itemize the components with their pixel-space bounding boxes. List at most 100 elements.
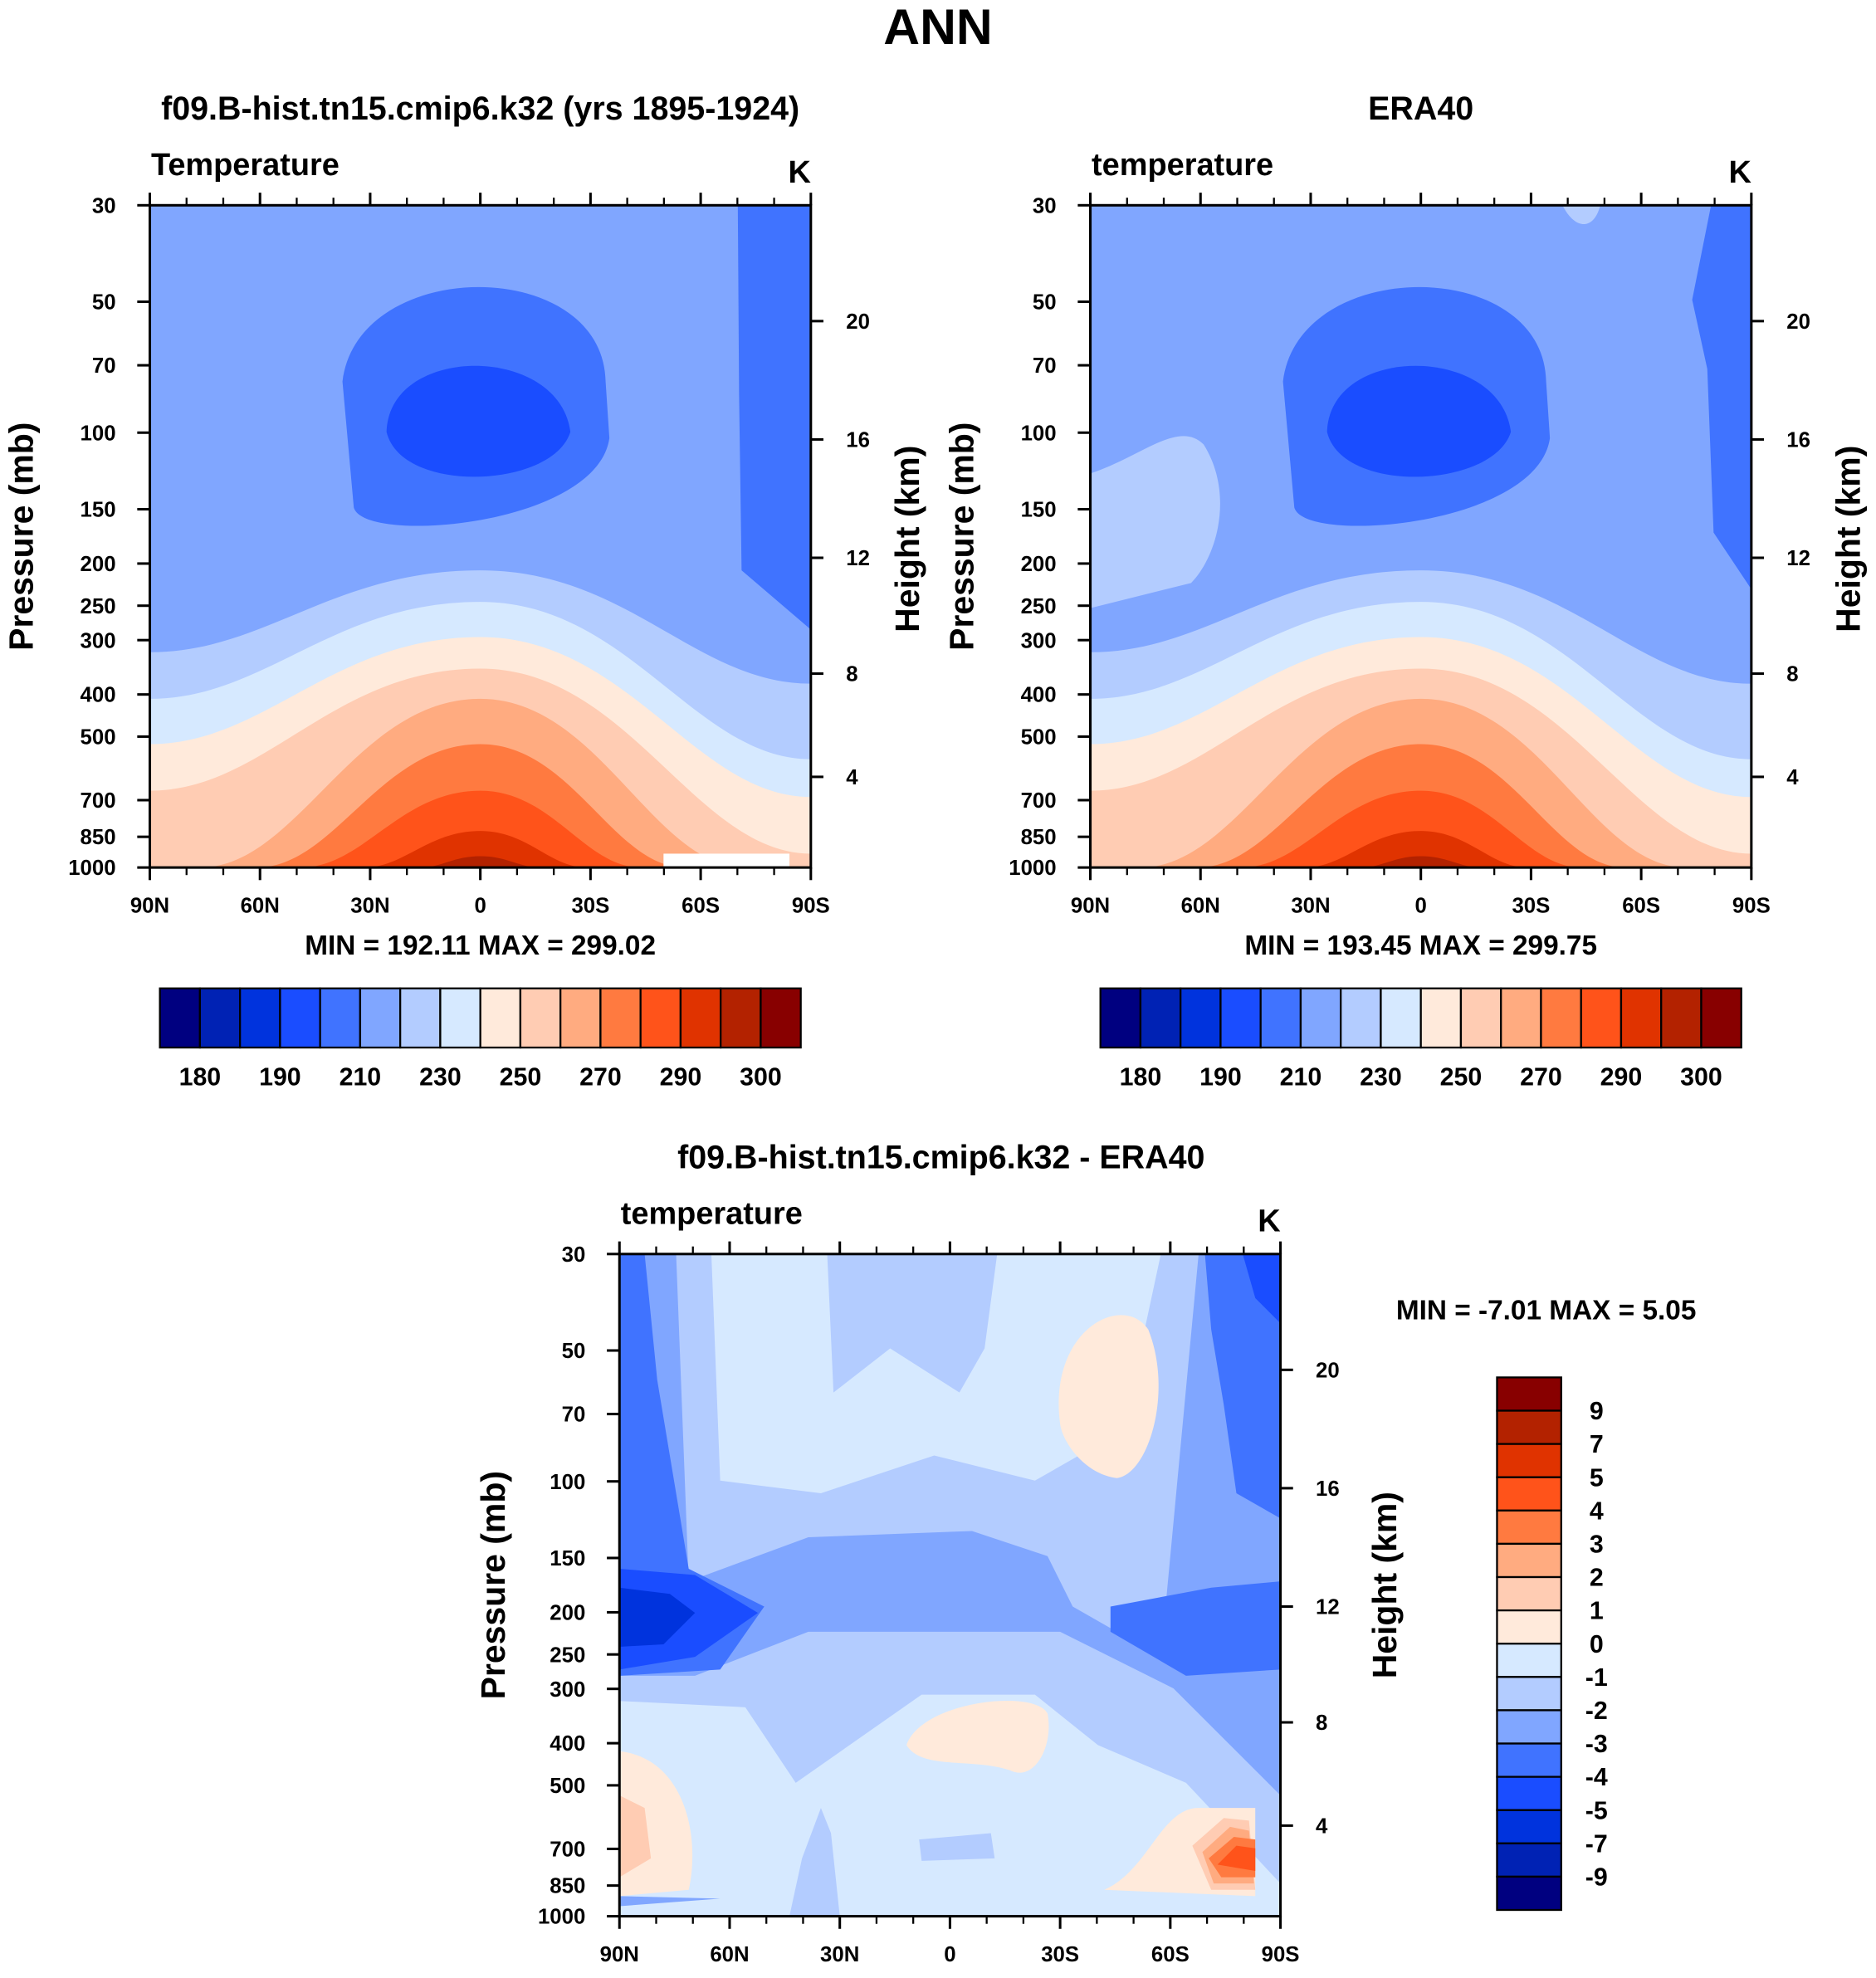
colorbar-box xyxy=(1496,1875,1562,1912)
colorbar-box xyxy=(1660,987,1703,1049)
y-tick-label: 30 xyxy=(1033,194,1057,217)
contour-region xyxy=(619,1253,765,1676)
height-tick-label: 16 xyxy=(1316,1477,1340,1501)
height-tick-label: 12 xyxy=(1316,1596,1340,1619)
colorbar-label: 0 xyxy=(1590,1631,1604,1658)
colorbar-box xyxy=(1500,987,1542,1049)
x-tick-label: 60N xyxy=(710,1943,749,1966)
contour-region xyxy=(789,1808,840,1917)
contour-region xyxy=(364,831,587,868)
main-title: ANN xyxy=(883,0,992,55)
colorbar-label: 300 xyxy=(1680,1064,1722,1092)
y-tick-label: 250 xyxy=(550,1643,585,1667)
y-tick-label: 150 xyxy=(1021,499,1057,522)
colorbar-box xyxy=(1299,987,1342,1049)
y-tick-label: 70 xyxy=(562,1404,586,1427)
colorbar-box xyxy=(279,987,321,1049)
y-axis-title: Pressure (mb) xyxy=(942,422,980,651)
contour-region xyxy=(619,1896,721,1907)
colorbar-label: 230 xyxy=(419,1064,462,1092)
colorbar-box xyxy=(1340,987,1382,1049)
y-tick-label: 50 xyxy=(562,1340,586,1363)
height-tick-label: 16 xyxy=(846,429,870,452)
colorbar-box xyxy=(1219,987,1262,1049)
colorbar-box xyxy=(760,987,802,1049)
y-tick-label: 70 xyxy=(1033,354,1057,378)
contour-region xyxy=(1058,1315,1159,1478)
y-tick-label: 700 xyxy=(550,1839,585,1862)
contour-region xyxy=(1361,856,1481,868)
colorbar-box xyxy=(599,987,642,1049)
x-tick-label: 30S xyxy=(1041,1943,1079,1966)
contour-region xyxy=(1241,790,1582,868)
y-tick-label: 1000 xyxy=(68,857,115,880)
colorbar-label: 190 xyxy=(1199,1064,1242,1092)
contour-region xyxy=(1326,365,1512,477)
colorbar-box xyxy=(238,987,281,1049)
height-tick-label: 16 xyxy=(1786,429,1810,452)
x-tick-label: 60S xyxy=(1622,895,1660,918)
y-tick-label: 100 xyxy=(81,422,116,445)
height-tick-label: 8 xyxy=(1786,663,1798,686)
height-tick-label: 4 xyxy=(846,766,858,789)
x-tick-label: 30S xyxy=(571,895,609,918)
contour-field xyxy=(619,1253,1281,1917)
colorbar-box xyxy=(1496,1809,1562,1844)
contour-region xyxy=(619,1587,696,1648)
colorbar-box xyxy=(1496,1742,1562,1778)
contour-region xyxy=(1204,1253,1281,1519)
contour-field xyxy=(149,205,811,868)
panel-title: ERA40 xyxy=(1368,90,1473,127)
colorbar-box xyxy=(639,987,682,1049)
units-label: K xyxy=(1258,1204,1281,1238)
y-tick-label: 700 xyxy=(81,789,116,813)
y-axis-title-right: Height (km) xyxy=(888,446,926,632)
contour-region xyxy=(1243,1253,1281,1324)
colorbar-box xyxy=(399,987,442,1049)
y-tick-label: 250 xyxy=(1021,595,1057,618)
variable-label: Temperature xyxy=(151,148,340,183)
contour-region xyxy=(619,1795,652,1878)
colorbar-label: -9 xyxy=(1585,1864,1608,1892)
y-tick-label: 100 xyxy=(550,1471,585,1494)
colorbar-box xyxy=(1540,987,1582,1049)
contour-region xyxy=(1090,436,1220,608)
colorbar-label: -2 xyxy=(1585,1697,1608,1725)
y-tick-label: 850 xyxy=(1021,826,1057,849)
height-tick-label: 8 xyxy=(846,663,857,686)
colorbar-box xyxy=(439,987,481,1049)
y-tick-label: 850 xyxy=(550,1875,585,1898)
colorbar-box xyxy=(1419,987,1463,1049)
colorbar-box xyxy=(1496,1443,1562,1478)
variable-label: temperature xyxy=(621,1196,803,1231)
y-tick-label: 700 xyxy=(1021,789,1057,813)
colorbar-box xyxy=(198,987,242,1049)
colorbar-label: 230 xyxy=(1360,1064,1402,1092)
contour-region xyxy=(827,1253,998,1393)
y-tick-label: 500 xyxy=(1021,726,1057,750)
contour-region xyxy=(1692,205,1751,589)
colorbar-box xyxy=(1459,987,1502,1049)
y-tick-label: 850 xyxy=(81,826,116,849)
colorbar-box xyxy=(159,987,202,1049)
colorbar-label: 210 xyxy=(1280,1064,1322,1092)
y-tick-label: 250 xyxy=(81,595,116,618)
height-tick-label: 20 xyxy=(1786,310,1810,334)
x-tick-label: 90N xyxy=(1071,895,1110,918)
x-tick-label: 60N xyxy=(241,895,280,918)
x-tick-label: 90N xyxy=(130,895,169,918)
colorbar-box xyxy=(1496,1643,1562,1678)
colorbar-box xyxy=(519,987,562,1049)
colorbar-label: 270 xyxy=(1520,1064,1562,1092)
variable-label: temperature xyxy=(1092,148,1273,183)
colorbar-label: 1 xyxy=(1590,1598,1604,1625)
panel-title: f09.B-hist.tn15.cmip6.k32 (yrs 1895-1924… xyxy=(161,90,799,127)
colorbar-box xyxy=(479,987,522,1049)
colorbar-label: 290 xyxy=(1600,1064,1643,1092)
colorbar-label: 270 xyxy=(579,1064,622,1092)
colorbar-box xyxy=(1180,987,1222,1049)
x-tick-label: 60S xyxy=(1151,1943,1190,1966)
colorbar-box xyxy=(1496,1542,1562,1579)
x-tick-label: 0 xyxy=(474,895,486,918)
